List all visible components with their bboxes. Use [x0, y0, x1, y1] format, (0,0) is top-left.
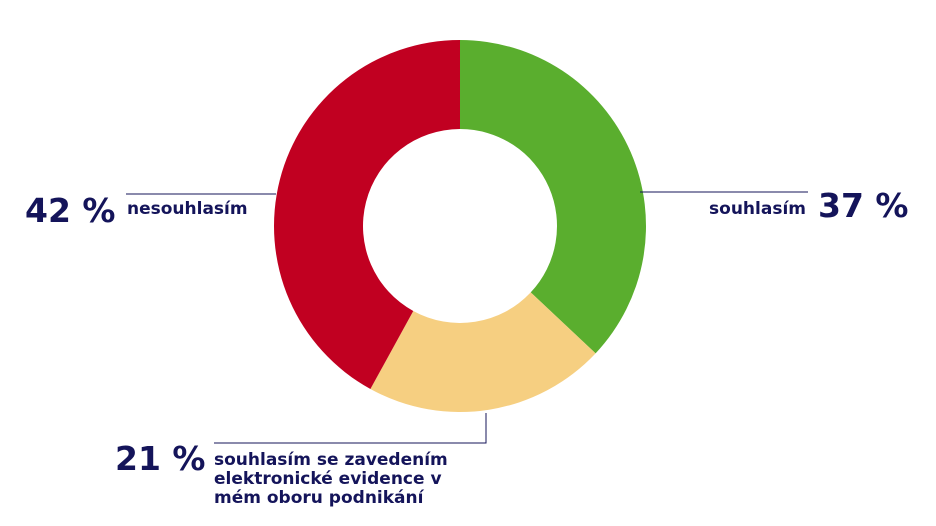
value-label: 21 % [115, 439, 206, 478]
value-label: 42 % [25, 191, 116, 230]
category-label: nesouhlasím [127, 199, 248, 219]
donut-segment [370, 292, 596, 412]
category-label: souhlasím se zavedením elektronické evid… [214, 450, 448, 508]
donut-segment [460, 40, 646, 354]
leader-line [214, 413, 487, 444]
value-label: 37 % [818, 186, 909, 225]
category-label: souhlasím [709, 199, 806, 219]
donut-segment [274, 40, 460, 389]
